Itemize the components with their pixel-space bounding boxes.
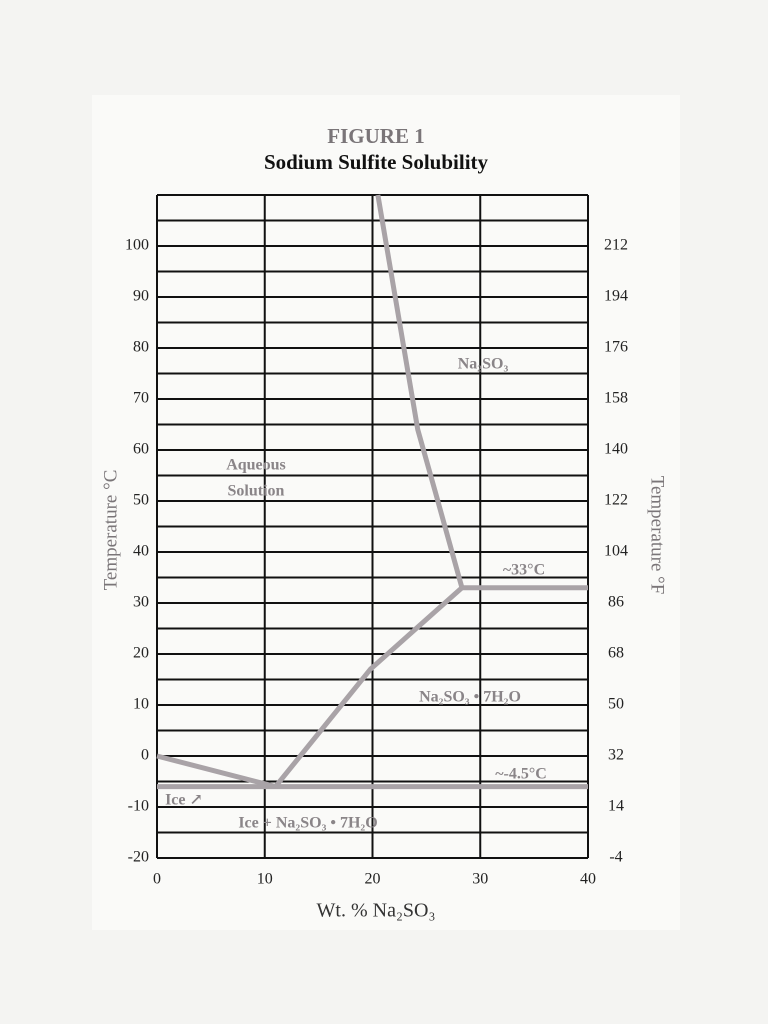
y2-tick-label: 158	[604, 390, 628, 407]
y-tick-label: 60	[133, 441, 149, 458]
y2-tick-label: 194	[604, 288, 628, 305]
x-tick-label: 40	[580, 871, 596, 888]
x-tick-label: 30	[472, 871, 488, 888]
annotation: Aqueous	[226, 457, 286, 474]
annotation: Solution	[228, 483, 285, 500]
annotation: Ice + Na₂SO₃ • 7H₂O	[238, 815, 377, 832]
y2-tick-label: 50	[608, 696, 624, 713]
x-tick-label: 0	[153, 871, 161, 888]
y2-tick-label: 122	[604, 492, 628, 509]
y2-tick-label: -4	[609, 849, 622, 866]
annotation: ~-4.5°C	[495, 766, 547, 783]
y2-tick-label: 32	[608, 747, 624, 764]
y2-tick-label: 68	[608, 645, 624, 662]
y2-axis-label: Temperature °F	[647, 476, 668, 595]
y-tick-label: -20	[128, 849, 149, 866]
y-tick-label: 70	[133, 390, 149, 407]
annotation: Na₂SO₃ • 7H₂O	[419, 689, 521, 706]
y2-tick-label: 86	[608, 594, 624, 611]
y-tick-label: 80	[133, 339, 149, 356]
phase-boundary	[156, 753, 277, 790]
phase-boundary	[273, 585, 464, 789]
annotation: Ice ↗	[165, 792, 203, 809]
y2-tick-label: 140	[604, 441, 628, 458]
y2-tick-label: 14	[608, 798, 624, 815]
y-tick-label: 10	[133, 696, 149, 713]
x-axis-label: Wt. % Na₂SO₃	[317, 900, 436, 922]
y-axis-label: Temperature °C	[100, 470, 121, 591]
y-tick-label: 0	[141, 747, 149, 764]
y-tick-label: -10	[128, 798, 149, 815]
phase-boundary	[375, 194, 465, 589]
y-tick-label: 20	[133, 645, 149, 662]
y2-tick-label: 212	[604, 237, 628, 254]
y-tick-label: 40	[133, 543, 149, 560]
annotation: ~33°C	[503, 562, 545, 579]
y-tick-label: 90	[133, 288, 149, 305]
x-tick-label: 10	[257, 871, 273, 888]
y2-tick-label: 176	[604, 339, 628, 356]
y-tick-label: 30	[133, 594, 149, 611]
y-tick-label: 50	[133, 492, 149, 509]
chart-title: FIGURE 1	[327, 124, 424, 148]
y-tick-label: 100	[125, 237, 149, 254]
annotation: Na₂SO₃	[458, 356, 509, 373]
chart-subtitle: Sodium Sulfite Solubility	[264, 150, 489, 174]
x-tick-label: 20	[365, 871, 381, 888]
y2-tick-label: 104	[604, 543, 628, 560]
